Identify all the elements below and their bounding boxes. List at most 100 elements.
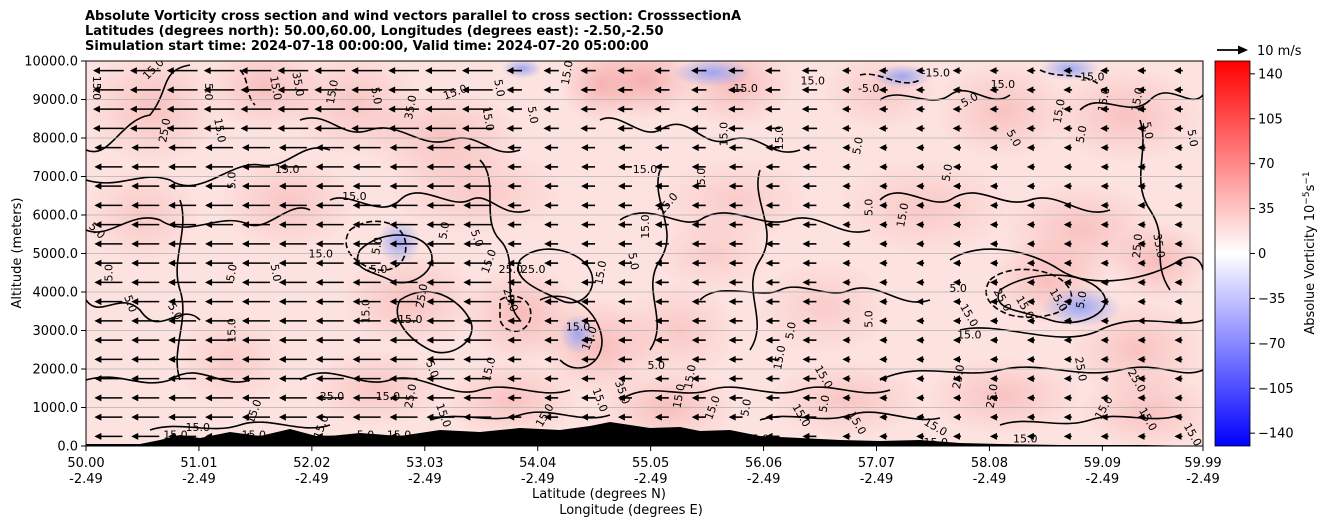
wind-vector — [131, 259, 160, 267]
wind-vector — [129, 105, 161, 113]
wind-vector — [916, 355, 925, 363]
wind-vector — [617, 105, 633, 113]
contour-label: 15.0 — [924, 436, 949, 449]
wind-vector — [129, 86, 161, 94]
wind-vector — [691, 413, 706, 421]
wind-vector — [617, 221, 632, 229]
wind-vector — [544, 278, 559, 286]
wind-vector — [953, 221, 962, 229]
wind-vector — [506, 86, 522, 94]
contour-label: 5.0 — [850, 136, 866, 155]
wind-vector — [506, 124, 522, 132]
wind-vector — [802, 394, 817, 402]
wind-vector — [654, 221, 669, 229]
wind-vector — [953, 375, 962, 383]
wind-vector — [879, 355, 888, 363]
wind-vector — [315, 221, 344, 229]
contour-label: 5.0 — [224, 263, 240, 282]
wind-vector — [241, 394, 270, 402]
wind-vector — [581, 201, 596, 209]
contour-label: 15.0 — [225, 318, 238, 343]
wind-vector — [205, 317, 234, 325]
contour-label: 15.0 — [682, 364, 699, 390]
wind-vector — [94, 336, 123, 344]
contour-line — [299, 372, 571, 394]
wind-vector — [205, 298, 234, 306]
wind-vector — [617, 67, 633, 75]
wind-vector — [728, 144, 743, 152]
wind-vector — [654, 413, 669, 421]
wind-vector — [352, 355, 381, 363]
wind-vector — [205, 259, 234, 267]
wind-vector — [728, 375, 743, 383]
wind-vector — [131, 240, 160, 248]
wind-vector — [277, 67, 309, 75]
wind-vector — [879, 317, 888, 325]
contour-label: 15.0 — [90, 76, 103, 101]
wind-vector — [166, 105, 198, 113]
wind-vector — [916, 298, 925, 306]
vorticity-blob — [217, 153, 358, 254]
wind-vector — [581, 355, 596, 363]
wind-vector — [389, 163, 418, 171]
wind-vector — [425, 67, 456, 75]
wind-vector — [544, 317, 559, 325]
wind-vector — [131, 355, 160, 363]
wind-vector — [278, 394, 307, 402]
colorbar-tick-label: 35 — [1258, 202, 1275, 217]
x-tick-label: 50.00 — [67, 456, 104, 471]
wind-vector — [352, 259, 381, 267]
vorticity-blob — [932, 61, 1073, 162]
x-tick-label: 55.05 — [632, 456, 669, 471]
contour-label: 5.0 — [268, 263, 284, 282]
wind-vector — [842, 375, 851, 383]
wind-vector — [989, 278, 998, 286]
wind-vector — [240, 105, 272, 113]
wind-vector — [1100, 278, 1109, 286]
wind-vector — [1026, 336, 1035, 344]
wind-vector — [802, 278, 817, 286]
wind-vector — [952, 105, 962, 113]
wind-vector — [879, 240, 888, 248]
wind-vector — [426, 182, 455, 190]
wind-vector — [581, 298, 596, 306]
wind-vector — [617, 394, 632, 402]
wind-vector — [389, 298, 418, 306]
wind-vector — [1063, 182, 1072, 190]
wind-vector — [617, 375, 632, 383]
contour-line — [949, 248, 1203, 282]
wind-vector — [802, 298, 817, 306]
wind-vector — [507, 317, 522, 325]
wind-vector — [989, 144, 998, 152]
wind-vector — [389, 144, 418, 152]
wind-vector — [1063, 144, 1072, 152]
wind-vector — [352, 144, 381, 152]
wind-vector — [581, 221, 596, 229]
wind-vector — [953, 259, 962, 267]
wind-vector — [842, 259, 851, 267]
wind-vector — [1063, 201, 1072, 209]
wind-vector — [617, 201, 632, 209]
contour-line — [619, 386, 891, 401]
contour-label: 15.0 — [398, 313, 423, 326]
wind-vector — [879, 278, 888, 286]
wind-vector — [278, 259, 307, 267]
contour-label: 5.0 — [940, 163, 956, 182]
wind-vector — [691, 86, 707, 94]
wind-vector — [278, 144, 307, 152]
contour-label: 15.0 — [1129, 86, 1146, 112]
contour-label: 25.0 — [320, 390, 345, 403]
colorbar-tick-label: 105 — [1258, 112, 1283, 127]
wind-vector — [352, 413, 381, 421]
wind-vector — [543, 86, 559, 94]
wind-vector — [842, 240, 851, 248]
wind-vector — [654, 336, 669, 344]
negative-vorticity-blob — [377, 219, 422, 264]
wind-vector — [351, 67, 383, 75]
contour-label: 5.0 — [1074, 124, 1090, 143]
contour-label: 15.0 — [480, 106, 497, 132]
colorbar-tick-label: −105 — [1258, 382, 1294, 397]
wind-vector — [878, 124, 888, 132]
contour-line — [299, 117, 521, 153]
wind-vector — [315, 144, 344, 152]
